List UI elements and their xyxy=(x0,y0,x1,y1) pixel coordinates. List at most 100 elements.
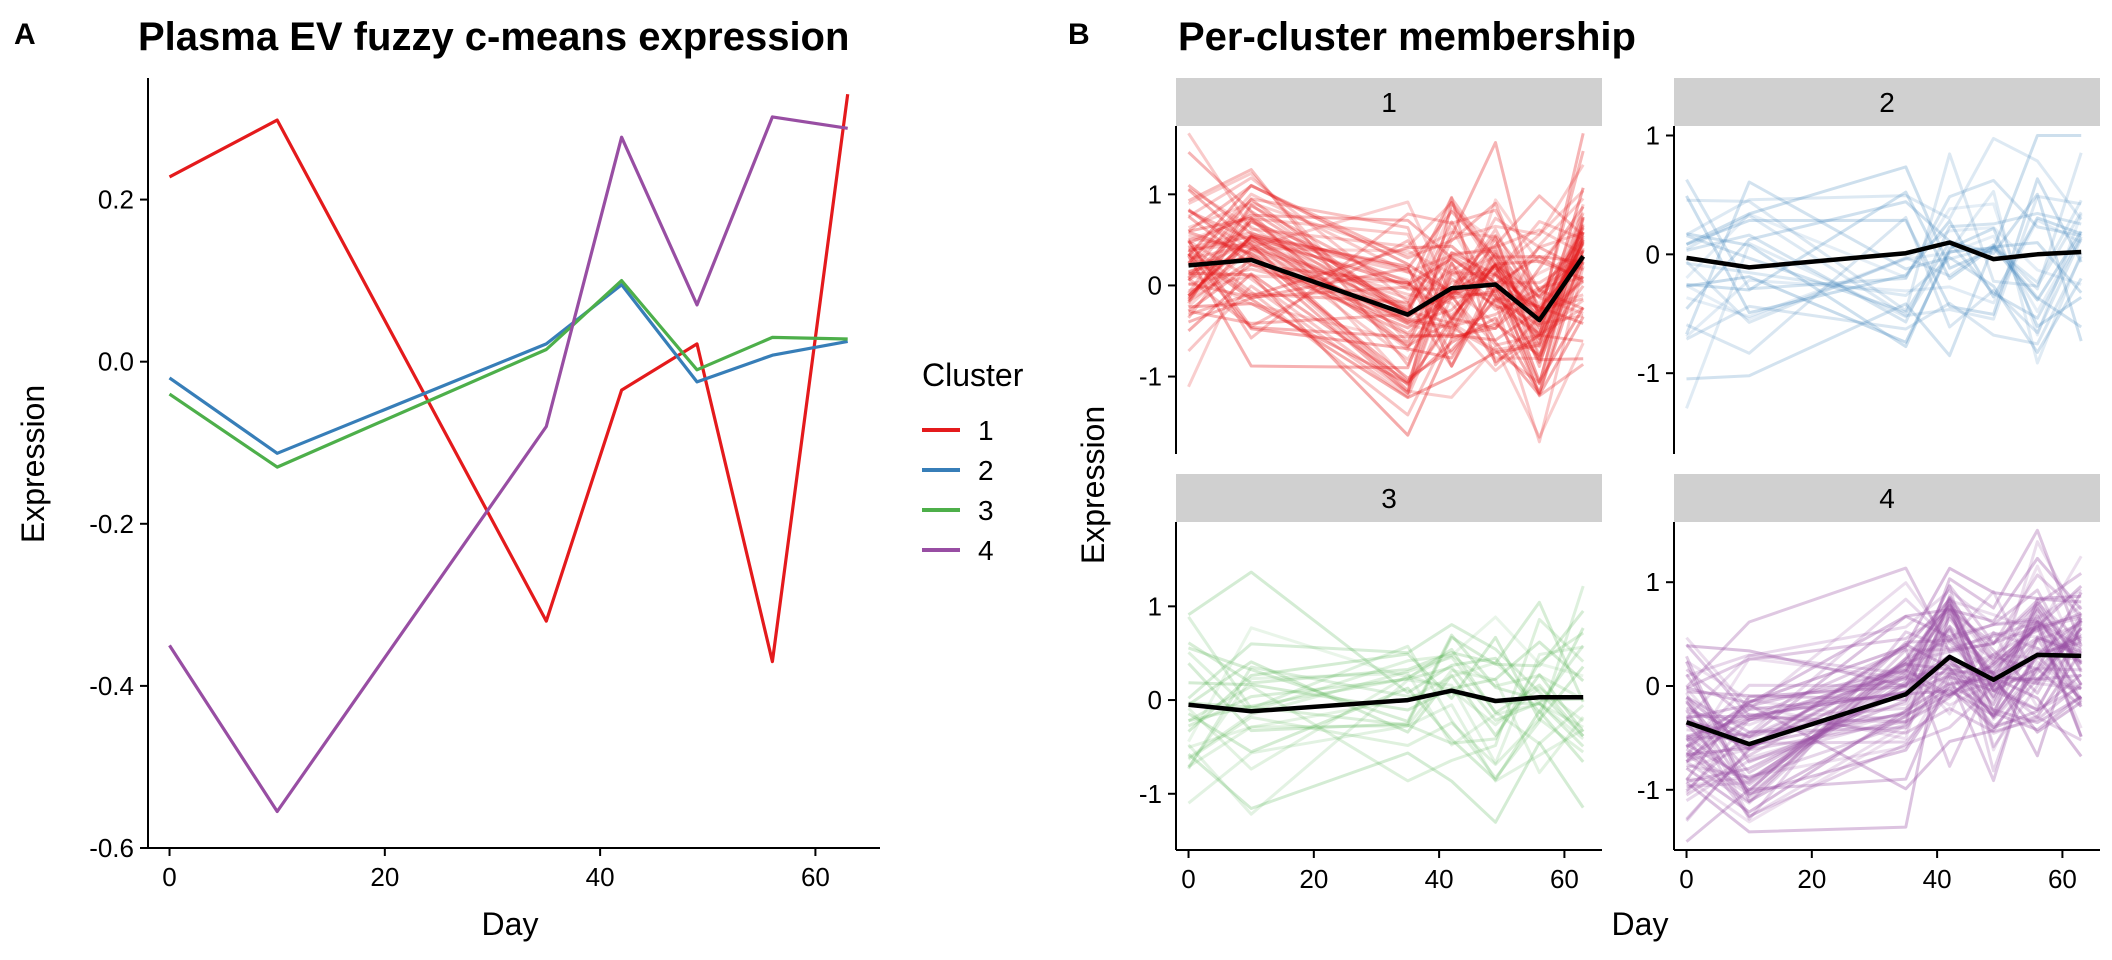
member-profile-line xyxy=(1187,187,1585,337)
member-profile-line xyxy=(1686,152,2083,313)
member-profile-line xyxy=(1188,217,1585,386)
member-profile-line xyxy=(1685,255,2083,346)
panel-a-y-tick-label: 0.0 xyxy=(98,347,134,377)
member-profile-line xyxy=(1188,233,1585,345)
facet-strip xyxy=(1176,78,1602,126)
panel-a-title: Plasma EV fuzzy c-means expression xyxy=(138,15,849,59)
member-profile-line xyxy=(1187,284,1584,399)
panel-a-y-tick-label: -0.2 xyxy=(89,509,134,539)
member-profile-line xyxy=(1187,201,1585,395)
member-profile-line xyxy=(1685,604,2083,739)
centroid-line-cluster-3 xyxy=(1188,688,1584,714)
member-profile-line xyxy=(1685,626,2082,758)
member-profile-line xyxy=(1685,662,2083,751)
facet-y-tick-label: 0 xyxy=(1148,685,1162,715)
member-profile-line xyxy=(1685,594,2082,764)
member-profile-line xyxy=(1187,262,1584,362)
facet-cluster-2: 2 -1 0 1 xyxy=(1637,78,2100,454)
member-profile-line xyxy=(1187,686,1585,782)
series-line-cluster-3 xyxy=(168,279,848,469)
member-profile-line xyxy=(1188,255,1585,339)
member-profile-line xyxy=(1685,195,2082,315)
panel-a-y-tick-label: -0.6 xyxy=(89,833,134,863)
member-profile-line xyxy=(1187,240,1585,342)
facet-strip xyxy=(1674,78,2100,126)
panel-b-title: Per-cluster membership xyxy=(1178,15,1636,59)
member-profile-line xyxy=(1686,243,2083,381)
member-profile-line xyxy=(1686,630,2083,741)
member-profile-line xyxy=(1685,625,2083,824)
panel-a-x-tick-label: 20 xyxy=(370,862,399,892)
member-profile-line xyxy=(1685,660,2083,803)
member-profile-line xyxy=(1187,194,1585,335)
member-profile-line xyxy=(1187,209,1585,340)
member-profile-line xyxy=(1187,220,1584,299)
member-profile-line xyxy=(1188,633,1584,723)
facet-x-tick-label: 60 xyxy=(2048,864,2077,894)
member-profile-line xyxy=(1188,661,1584,749)
member-profile-line xyxy=(1187,655,1585,760)
member-profile-line xyxy=(1685,588,2083,794)
member-profile-line xyxy=(1685,216,2083,355)
facet-cluster-4: 40 20 40 60-101 xyxy=(1637,474,2100,894)
member-profile-line xyxy=(1187,213,1584,294)
facet-x-tick-label: 20 xyxy=(1797,864,1826,894)
facet-cluster-3: 3 0 20 40 60 -1 0 1 xyxy=(1139,474,1602,894)
member-profile-line xyxy=(1187,183,1585,384)
centroid-line-cluster-2 xyxy=(1686,240,2082,270)
member-profile-line xyxy=(1187,210,1584,324)
centroid-line-cluster-4 xyxy=(1685,652,2082,747)
member-profile-line xyxy=(1685,606,2083,722)
member-profile-line xyxy=(1187,216,1585,368)
cluster-legend: Cluster 1 2 3 4 xyxy=(922,357,1024,566)
member-profile-line xyxy=(1187,208,1585,313)
member-profile-line xyxy=(1187,585,1585,780)
member-profile-line xyxy=(1685,616,2082,764)
member-profile-line xyxy=(1187,208,1585,340)
member-profile-line xyxy=(1686,584,2083,749)
member-profile-line xyxy=(1187,232,1585,417)
member-profile-line xyxy=(1187,171,1585,345)
member-profile-line xyxy=(1685,597,2082,750)
facet-y-tick-label: 1 xyxy=(1646,567,1660,597)
member-profile-line xyxy=(1685,620,2083,818)
legend-label-cluster-2: 2 xyxy=(978,455,994,486)
member-profile-line xyxy=(1685,591,2083,763)
member-profile-line xyxy=(1685,601,2083,748)
member-profile-line xyxy=(1187,635,1585,733)
member-profile-line xyxy=(1187,220,1585,355)
member-profile-line xyxy=(1187,209,1585,358)
member-profile-line xyxy=(1188,631,1585,745)
facet-cluster-1: 1 -1 0 1 xyxy=(1139,78,1602,454)
member-profile-line xyxy=(1188,216,1585,364)
panel-b-y-axis-title: Expression xyxy=(1075,406,1111,564)
member-profile-line xyxy=(1685,636,2082,792)
member-profile-line xyxy=(1685,671,2082,787)
panel-a-y-axis-title: Expression xyxy=(15,385,51,543)
member-profile-line xyxy=(1685,636,2082,819)
facet-strip-label: 2 xyxy=(1879,87,1895,118)
member-profile-line xyxy=(1686,667,2083,791)
member-profile-line xyxy=(1686,528,2083,702)
facet-y-tick-label: 0 xyxy=(1148,270,1162,300)
facet-x-tick-label: 40 xyxy=(1923,864,1952,894)
series-line-cluster-1 xyxy=(168,93,850,664)
member-profile-line xyxy=(1187,217,1585,373)
member-profile-line xyxy=(1685,620,2083,821)
panel-a-x-tick-label: 60 xyxy=(801,862,830,892)
member-profile-line xyxy=(1187,660,1585,737)
member-profile-line xyxy=(1187,231,1585,400)
member-profile-line xyxy=(1685,595,2083,756)
panel-b-tag: B xyxy=(1068,18,1090,51)
facet-y-tick-label: -1 xyxy=(1139,362,1162,392)
member-profile-line xyxy=(1187,615,1584,743)
member-profile-line xyxy=(1187,645,1584,816)
member-profile-line xyxy=(1188,230,1585,380)
panel-a-x-axis-title: Day xyxy=(482,906,539,942)
panel-a-y-tick-label: 0.2 xyxy=(98,185,134,215)
member-profile-line xyxy=(1188,261,1585,397)
member-profile-line xyxy=(1187,132,1585,274)
legend-label-cluster-4: 4 xyxy=(978,535,994,566)
member-profile-line xyxy=(1187,184,1584,312)
member-profile-line xyxy=(1685,682,2083,742)
